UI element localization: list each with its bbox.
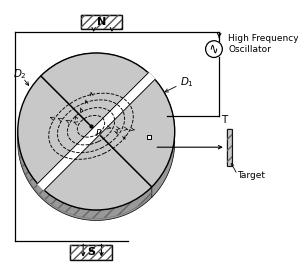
Text: N: N <box>97 17 106 27</box>
Text: P: P <box>96 129 102 138</box>
Bar <box>70 245 112 260</box>
Polygon shape <box>38 73 155 190</box>
Wedge shape <box>18 76 152 210</box>
Wedge shape <box>41 53 175 187</box>
Text: $D_2$: $D_2$ <box>13 67 26 81</box>
Polygon shape <box>41 53 175 198</box>
Bar <box>80 15 122 29</box>
Bar <box>70 245 112 260</box>
Bar <box>80 15 122 29</box>
Text: High Frequency
Oscillator: High Frequency Oscillator <box>228 34 298 54</box>
Bar <box>147 135 151 139</box>
Bar <box>227 129 232 165</box>
Text: S: S <box>87 247 95 257</box>
Polygon shape <box>18 133 152 220</box>
Text: Target: Target <box>238 171 266 180</box>
Bar <box>227 129 232 165</box>
Text: T: T <box>221 115 228 125</box>
Text: $D_1$: $D_1$ <box>180 75 194 89</box>
